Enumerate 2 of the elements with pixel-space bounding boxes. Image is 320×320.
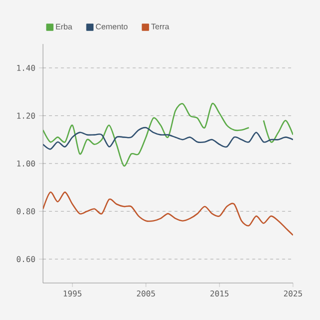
line-series: [43, 192, 293, 236]
line-series: [43, 126, 293, 150]
